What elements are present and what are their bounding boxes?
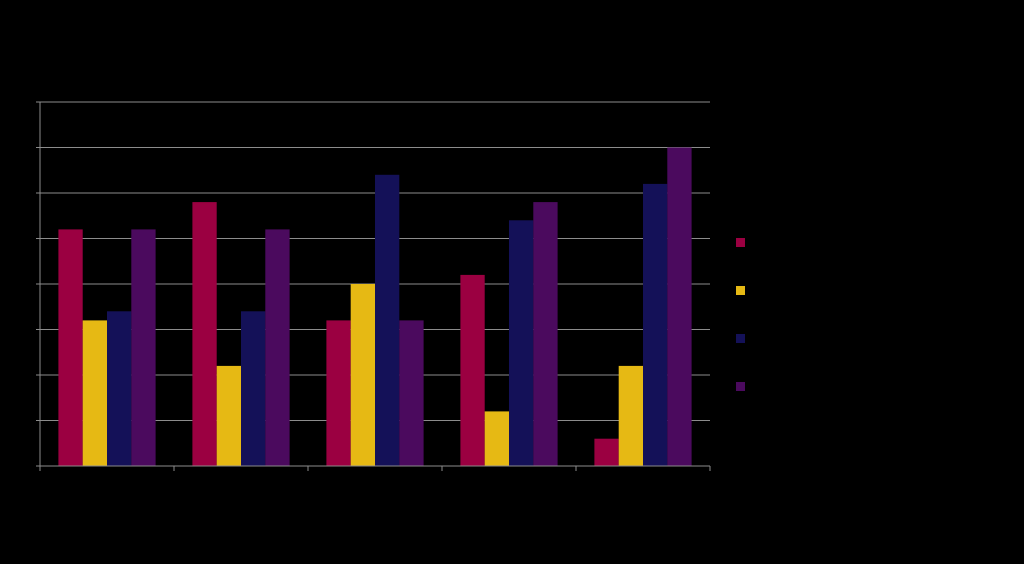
bar: [618, 365, 643, 466]
legend-marker: [736, 334, 745, 343]
bar: [216, 365, 241, 466]
bar: [484, 411, 509, 466]
legend-marker: [736, 238, 745, 247]
bar: [594, 438, 619, 466]
bar: [509, 220, 534, 466]
bar: [326, 320, 351, 466]
bar: [192, 202, 217, 466]
legend-marker: [736, 382, 745, 391]
bar: [350, 284, 375, 466]
bar: [241, 311, 266, 466]
bar: [643, 183, 668, 466]
bar: [265, 229, 290, 466]
bar: [82, 320, 107, 466]
bar: [399, 320, 424, 466]
legend-marker: [736, 286, 745, 295]
bar: [131, 229, 156, 466]
bar: [107, 311, 132, 466]
bar: [375, 174, 400, 467]
bar: [58, 229, 83, 466]
bar: [460, 274, 485, 466]
bar: [533, 202, 558, 466]
bar: [667, 147, 692, 466]
